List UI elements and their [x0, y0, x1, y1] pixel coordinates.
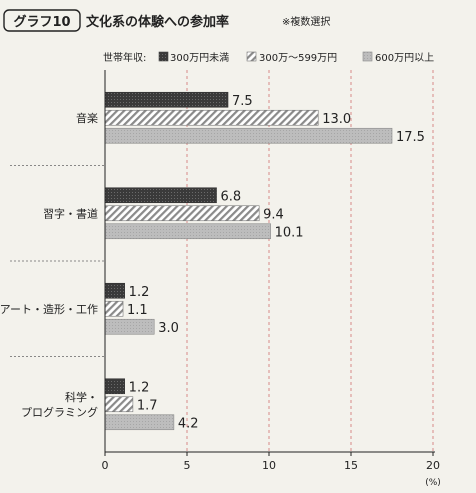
legend: 世帯年収: 300万円未満 300万～599万円 600万円以上: [103, 51, 434, 64]
legend-label-series-2: 300万～599万円: [259, 53, 337, 64]
value-label-series-3-category-3: 3.0: [158, 321, 179, 336]
bar-series-1-category-4: [104, 378, 125, 395]
value-label-series-1-category-3: 1.2: [129, 285, 150, 300]
category-separator-group: [10, 165, 105, 357]
chart-title: 文化系の体験への参加率: [86, 14, 229, 30]
value-label-series-3-category-1: 17.5: [396, 130, 425, 145]
value-label-series-1-category-1: 7.5: [232, 94, 253, 109]
value-label-series-2-category-3: 1.1: [127, 303, 148, 318]
value-labels-group: 7.5 13.0 17.5 6.8 9.4 10.1 1.2 1.1 3.0 1.2 1.7 4.2: [127, 94, 425, 432]
value-label-series-1-category-2: 6.8: [221, 189, 242, 204]
value-label-series-2-category-4: 1.7: [137, 398, 158, 413]
x-tick-label-4: 20: [426, 459, 440, 472]
category-label-1: 音楽: [76, 111, 98, 125]
x-tick-label-2: 10: [262, 459, 276, 472]
x-axis-unit: (%): [425, 478, 441, 488]
bar-series-1-category-3: [104, 282, 125, 299]
bar-series-2-category-4: [104, 396, 134, 413]
x-tick-label-3: 15: [344, 459, 358, 472]
graph-label-box: [3, 9, 81, 32]
legend-swatch-series-2: [246, 51, 257, 62]
x-tick-label-0: 0: [102, 459, 109, 472]
legend-swatch-series-3: [362, 51, 373, 62]
bar-series-3-category-3: [104, 318, 155, 335]
bar-series-3-category-4: [104, 414, 175, 431]
category-label-4-line-1: 科学・: [65, 390, 98, 404]
legend-label-series-1: 300万円未満: [170, 52, 229, 64]
bar-series-2-category-3: [104, 300, 124, 317]
legend-label-series-3: 600万円以上: [375, 52, 434, 64]
bar-series-2-category-2: [104, 205, 260, 222]
value-label-series-3-category-4: 4.2: [178, 416, 199, 431]
chart-header: グラフ10 文化系の体験への参加率 ※複数選択: [3, 9, 330, 32]
x-tick-label-1: 5: [184, 459, 191, 472]
bar-series-2-category-1: [104, 109, 319, 126]
graph-label: グラフ10: [13, 14, 70, 30]
chart-note: ※複数選択: [282, 15, 330, 28]
legend-swatch-series-1: [158, 51, 169, 62]
value-label-series-2-category-2: 9.4: [263, 207, 284, 222]
category-label-2: 習字・書道: [43, 206, 98, 220]
bar-series-3-category-2: [104, 223, 271, 240]
bars-group: [104, 91, 393, 431]
category-label-3: アート・造形・工作: [0, 302, 98, 316]
value-label-series-1-category-4: 1.2: [129, 380, 150, 395]
bar-series-1-category-1: [104, 91, 229, 108]
grid-group: [186, 70, 434, 452]
category-label-4-line-2: プログラミング: [21, 405, 98, 419]
x-axis-group: 0 5 10 15 20 (%): [102, 70, 441, 488]
legend-title: 世帯年収:: [103, 51, 146, 64]
value-label-series-2-category-1: 13.0: [322, 112, 351, 127]
bar-series-3-category-1: [104, 127, 393, 144]
bar-series-1-category-2: [104, 187, 217, 204]
value-label-series-3-category-2: 10.1: [275, 225, 304, 240]
